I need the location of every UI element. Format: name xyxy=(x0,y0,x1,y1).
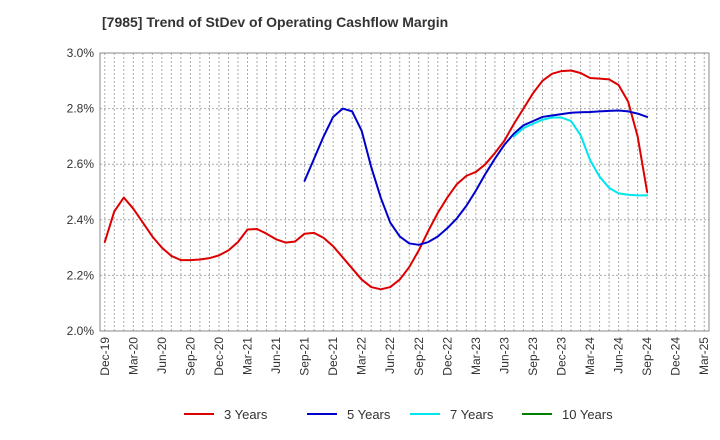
series-line-3-years xyxy=(103,69,649,291)
x-tick-label: Sep-22 xyxy=(412,337,426,376)
y-tick-label: 2.4% xyxy=(67,213,95,227)
x-tick-label: Dec-19 xyxy=(98,337,112,376)
x-tick-label: Jun-23 xyxy=(497,337,511,374)
legend-label-3-years: 3 Years xyxy=(224,407,268,422)
x-tick-label: Jun-24 xyxy=(612,337,626,374)
y-tick-label: 2.2% xyxy=(67,268,95,282)
legend: 3 Years 5 Years 7 Years 10 Years xyxy=(184,407,613,422)
x-tick-label: Mar-22 xyxy=(355,337,369,375)
x-tick-label: Dec-21 xyxy=(326,337,340,376)
legend-label-10-years: 10 Years xyxy=(562,407,613,422)
x-tick-label: Sep-21 xyxy=(298,337,312,376)
x-tick-label: Mar-25 xyxy=(697,337,711,375)
series-line-7-years xyxy=(512,116,649,197)
x-tick-label: Mar-21 xyxy=(240,337,254,375)
x-tick-label: Sep-20 xyxy=(183,337,197,376)
chart-title: [7985] Trend of StDev of Operating Cashf… xyxy=(102,14,449,30)
plot-area-frame xyxy=(99,52,710,332)
x-tick-label: Jun-21 xyxy=(269,337,283,374)
x-tick-label: Mar-24 xyxy=(583,337,597,375)
legend-label-7-years: 7 Years xyxy=(450,407,494,422)
x-tick-label: Mar-23 xyxy=(469,337,483,375)
x-tick-label: Mar-20 xyxy=(126,337,140,375)
x-axis: Dec-19 Mar-20 Jun-20 Sep-20 Dec-20 Mar-21 Jun-… xyxy=(98,337,711,376)
y-tick-label: 2.8% xyxy=(67,102,95,116)
y-tick-label: 3.0% xyxy=(67,46,95,60)
legend-label-5-years: 5 Years xyxy=(347,407,391,422)
x-tick-label: Dec-24 xyxy=(669,337,683,376)
series-lines xyxy=(103,69,649,291)
y-tick-label: 2.6% xyxy=(67,157,95,171)
x-tick-label: Dec-22 xyxy=(440,337,454,376)
y-tick-label: 2.0% xyxy=(67,324,95,338)
x-tick-label: Dec-20 xyxy=(212,337,226,376)
x-tick-label: Sep-24 xyxy=(640,337,654,376)
x-tick-label: Sep-23 xyxy=(526,337,540,376)
x-tick-label: Jun-20 xyxy=(155,337,169,374)
x-tick-label: Dec-23 xyxy=(555,337,569,376)
x-tick-label: Jun-22 xyxy=(383,337,397,374)
series-line-5-years xyxy=(303,107,649,246)
y-axis: 2.0% 2.2% 2.4% 2.6% 2.8% 3.0% xyxy=(67,46,95,338)
